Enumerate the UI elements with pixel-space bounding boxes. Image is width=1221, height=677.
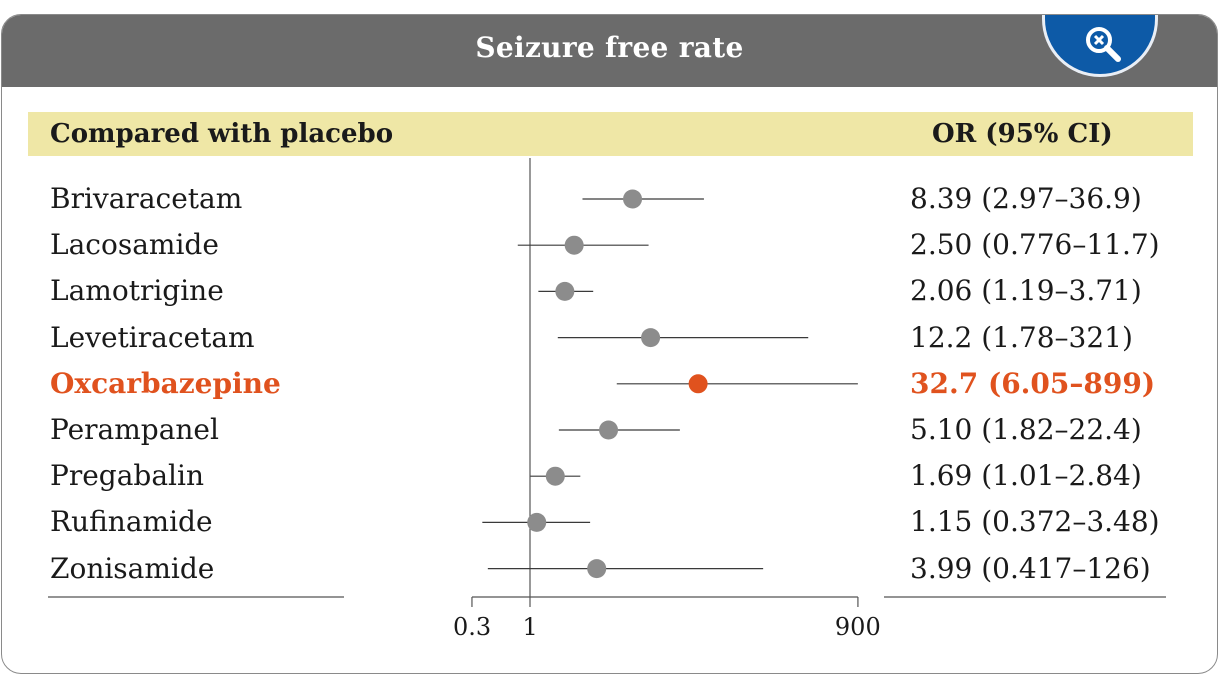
or-ci-value: 8.39 (2.97–36.9) bbox=[910, 182, 1142, 215]
drug-label: Pregabalin bbox=[50, 459, 204, 493]
or-ci-value: 32.7 (6.05–899) bbox=[910, 366, 1156, 400]
drug-label: Lacosamide bbox=[50, 228, 219, 262]
or-point bbox=[688, 374, 708, 394]
or-point bbox=[545, 466, 565, 486]
drug-label: Levetiracetam bbox=[50, 320, 255, 354]
title-bar: Seizure free rate bbox=[2, 15, 1217, 87]
or-ci-value: 1.69 (1.01–2.84) bbox=[910, 459, 1142, 493]
chart-title: Seizure free rate bbox=[475, 31, 744, 64]
drug-label: Brivaracetam bbox=[50, 182, 243, 215]
drug-label: Zonisamide bbox=[50, 551, 215, 585]
drug-label: Oxcarbazepine bbox=[50, 366, 281, 400]
or-point bbox=[587, 559, 607, 579]
or-point bbox=[555, 281, 575, 301]
or-point bbox=[564, 235, 584, 255]
or-ci-value: 2.50 (0.776–11.7) bbox=[910, 228, 1160, 262]
x-tick-label: 1 bbox=[522, 613, 538, 641]
or-point bbox=[641, 328, 661, 348]
or-ci-value: 2.06 (1.19–3.71) bbox=[910, 274, 1142, 308]
or-ci-header: OR (95% CI) bbox=[932, 119, 1113, 149]
column-header-band: Compared with placebo OR (95% CI) bbox=[28, 112, 1193, 156]
or-ci-value: 5.10 (1.82–22.4) bbox=[910, 413, 1142, 446]
or-point bbox=[623, 189, 643, 209]
or-ci-value: 12.2 (1.78–321) bbox=[910, 320, 1133, 354]
comparison-header: Compared with placebo bbox=[50, 119, 394, 149]
drug-label: Perampanel bbox=[50, 413, 219, 446]
zoom-out-icon bbox=[1086, 27, 1121, 62]
or-point bbox=[527, 512, 547, 532]
x-tick-label: 900 bbox=[834, 613, 881, 641]
drug-label: Rufinamide bbox=[50, 505, 213, 539]
or-ci-value: 1.15 (0.372–3.48) bbox=[910, 505, 1160, 539]
drug-label: Lamotrigine bbox=[50, 274, 224, 308]
or-ci-value: 3.99 (0.417–126) bbox=[910, 551, 1151, 585]
x-tick-label: 0.3 bbox=[452, 613, 492, 641]
or-point bbox=[599, 420, 619, 440]
